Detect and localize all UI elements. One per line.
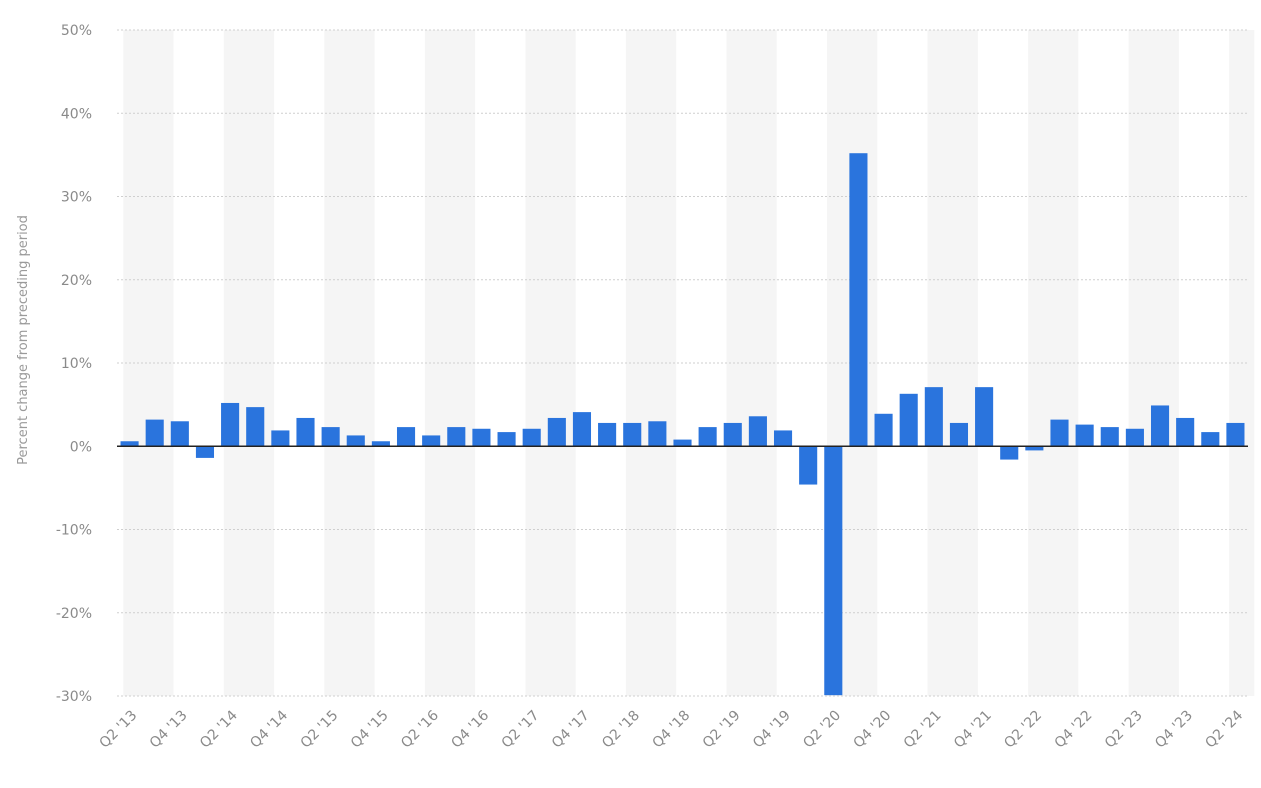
bar[interactable]	[1226, 422, 1245, 447]
bar[interactable]	[246, 407, 265, 447]
bar[interactable]	[396, 427, 416, 447]
x-tick-label: Q2 '23	[1102, 708, 1146, 752]
bar[interactable]	[1075, 424, 1094, 447]
x-tick-label: Q4 '19	[750, 708, 794, 752]
y-tick-label: -10%	[56, 523, 92, 539]
grid-layer	[117, 29, 1248, 697]
bar[interactable]	[145, 419, 164, 447]
x-tick-label: Q4 '16	[448, 707, 492, 751]
bar[interactable]	[824, 446, 843, 696]
x-tick-label: Q2 '14	[197, 707, 241, 751]
bar[interactable]	[723, 422, 742, 447]
bar[interactable]	[547, 417, 566, 447]
bar[interactable]	[1150, 405, 1170, 447]
y-tick-label: 0%	[70, 439, 92, 455]
x-tick-label: Q4 '22	[1052, 708, 1096, 752]
x-tick-label: Q2 '18	[599, 708, 643, 752]
x-tick-label: Q4 '17	[549, 708, 593, 752]
band-layer	[123, 30, 1255, 696]
bar[interactable]	[572, 412, 592, 447]
x-tick-label: Q2 '13	[97, 708, 141, 752]
bar[interactable]	[170, 421, 189, 447]
x-tick-label: Q2 '16	[398, 707, 442, 751]
y-tick-label: -30%	[56, 689, 92, 705]
x-tick-label: Q4 '18	[649, 708, 693, 752]
bar[interactable]	[673, 439, 692, 447]
y-tick-label: 10%	[61, 356, 92, 372]
x-tick-label: Q4 '15	[348, 708, 392, 752]
bar[interactable]	[1050, 419, 1069, 447]
y-tick-label: 30%	[61, 190, 92, 206]
bar[interactable]	[1201, 432, 1220, 447]
y-tick-label: -20%	[56, 606, 92, 622]
bar[interactable]	[1176, 417, 1195, 447]
bar[interactable]	[648, 421, 667, 447]
bar[interactable]	[598, 422, 617, 447]
bar[interactable]	[497, 432, 516, 447]
bars-layer	[120, 153, 1245, 696]
bar[interactable]	[899, 393, 918, 447]
y-tick-label: 50%	[61, 23, 92, 39]
x-tick-label: Q4 '21	[951, 708, 995, 752]
x-tick-label: Q2 '22	[1001, 708, 1045, 752]
bar[interactable]	[522, 428, 541, 447]
x-tick-label: Q4 '23	[1152, 708, 1196, 752]
bar[interactable]	[472, 428, 491, 447]
y-axis-label: Percent change from preceding period	[16, 215, 31, 465]
x-tick-label: Q2 '20	[800, 708, 844, 752]
x-tick-label: Q2 '15	[298, 708, 342, 752]
bar[interactable]	[874, 413, 893, 447]
bar[interactable]	[120, 441, 139, 447]
bar[interactable]	[271, 430, 290, 447]
y-tick-label: 20%	[61, 273, 92, 289]
bar[interactable]	[422, 435, 441, 447]
bar[interactable]	[195, 446, 215, 458]
bar[interactable]	[773, 430, 793, 447]
bar[interactable]	[321, 427, 340, 447]
bar[interactable]	[975, 387, 994, 447]
bar[interactable]	[698, 427, 717, 447]
bar[interactable]	[748, 416, 767, 447]
bar[interactable]	[1125, 428, 1144, 447]
x-axis: Q2 '13 Q4 '13 Q2 '14 Q4 '14 Q2 '15 Q4 '15 Q2 '…	[97, 707, 1247, 751]
bar[interactable]	[296, 417, 315, 447]
x-tick-label: Q2 '19	[700, 708, 744, 752]
bar[interactable]	[924, 387, 943, 447]
x-tick-label: Q4 '20	[851, 708, 895, 752]
y-tick-label: 40%	[61, 106, 92, 122]
bar[interactable]	[623, 422, 642, 447]
x-tick-label: Q2 '24	[1202, 707, 1246, 751]
bar[interactable]	[949, 422, 969, 447]
x-tick-label: Q2 '21	[901, 708, 945, 752]
bar[interactable]	[849, 153, 868, 447]
bar[interactable]	[346, 435, 365, 447]
y-axis: 50% 40% 30% 20% 10% 0% -10% -20% -30%	[56, 23, 92, 705]
x-tick-label: Q2 '17	[499, 708, 543, 752]
bar[interactable]	[1000, 446, 1019, 460]
bar[interactable]	[371, 441, 390, 447]
bar[interactable]	[799, 446, 818, 485]
bar[interactable]	[447, 427, 466, 447]
bar[interactable]	[1100, 427, 1119, 447]
x-tick-label: Q4 '13	[147, 708, 191, 752]
x-tick-label: Q4 '14	[247, 707, 291, 751]
bar[interactable]	[221, 402, 240, 447]
bar[interactable]	[1025, 446, 1044, 451]
